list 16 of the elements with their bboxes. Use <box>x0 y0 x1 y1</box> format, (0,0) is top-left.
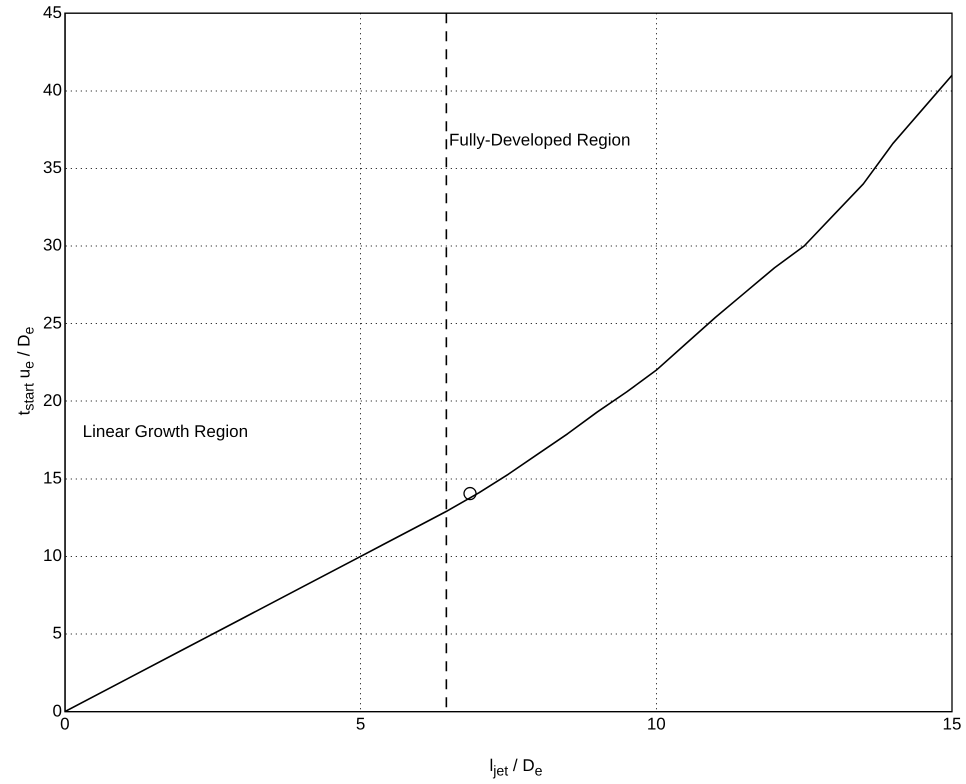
y-tick-label: 20 <box>42 390 62 410</box>
x-tick-label: 5 <box>356 714 366 734</box>
y-tick-label: 5 <box>52 624 62 643</box>
x-tick-label: 10 <box>646 714 666 734</box>
y-tick-label: 0 <box>52 701 62 720</box>
y-tick-label: 30 <box>42 236 62 255</box>
y-tick-label: 40 <box>42 80 62 100</box>
annotation: Fully-Developed Region <box>449 130 630 150</box>
y-tick-label: 10 <box>42 546 62 566</box>
y-tick-label: 15 <box>42 468 62 488</box>
y-tick-label: 45 <box>42 2 62 22</box>
y-tick-label: 25 <box>42 313 62 332</box>
x-axis-title: l$_{jet}$ / D$_{e}$ <box>489 756 543 780</box>
y-tick-label: 35 <box>42 158 62 178</box>
annotation: Linear Growth Region <box>82 422 248 441</box>
x-tick-label: 15 <box>942 714 962 734</box>
